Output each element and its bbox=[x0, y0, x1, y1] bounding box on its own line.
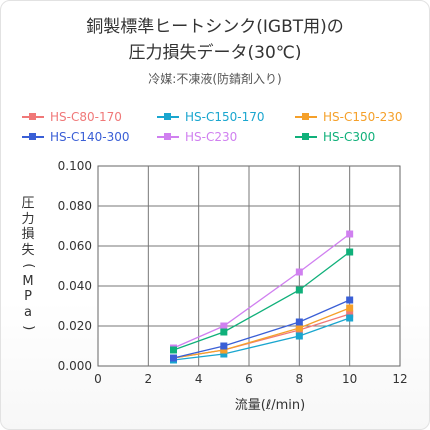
data-point bbox=[220, 328, 228, 336]
data-point bbox=[346, 248, 354, 256]
y-tick-label: 0.100 bbox=[58, 159, 92, 173]
y-tick-label: 0.020 bbox=[58, 319, 92, 333]
y-axis-label-char: 失 bbox=[21, 242, 35, 258]
legend-swatch bbox=[22, 133, 44, 140]
data-point bbox=[220, 322, 228, 330]
x-tick-label: 12 bbox=[392, 372, 407, 386]
data-point bbox=[220, 342, 228, 350]
y-axis-label-char: P bbox=[24, 289, 32, 304]
data-point bbox=[346, 314, 354, 322]
x-axis-label: 流量(ℓ/min) bbox=[234, 398, 306, 413]
data-point bbox=[295, 332, 303, 340]
x-tick-label: 4 bbox=[195, 372, 203, 386]
x-tick-label: 2 bbox=[145, 372, 153, 386]
data-point bbox=[220, 350, 228, 358]
series-line-2 bbox=[173, 317, 350, 361]
x-tick-label: 6 bbox=[245, 372, 253, 386]
legend-swatch bbox=[295, 113, 317, 120]
data-point bbox=[346, 230, 354, 238]
data-point bbox=[346, 296, 354, 304]
x-tick-label: 8 bbox=[296, 372, 304, 386]
legend-label: HS-C80-170 bbox=[50, 110, 122, 124]
chart-subtitle: 冷媒:不凍液(防錆剤入り) bbox=[148, 72, 282, 86]
legend-swatch bbox=[22, 113, 44, 120]
y-axis-label-char: M bbox=[22, 273, 34, 289]
legend-label: HS-C150-230 bbox=[323, 110, 403, 124]
y-axis-label-char: 力 bbox=[21, 211, 35, 227]
x-tick-label: 0 bbox=[94, 372, 102, 386]
y-axis-label-char: 損 bbox=[21, 227, 35, 242]
series-line-4 bbox=[173, 299, 350, 359]
data-point bbox=[170, 354, 177, 362]
series-line-5 bbox=[173, 233, 351, 349]
data-point bbox=[346, 304, 354, 312]
y-tick-label: 0.060 bbox=[58, 239, 92, 253]
data-point bbox=[170, 346, 177, 354]
legend-swatch bbox=[157, 133, 179, 140]
legend-label: HS-C150-170 bbox=[185, 110, 265, 124]
legend-label: HS-C300 bbox=[323, 130, 376, 144]
y-tick-label: 0.000 bbox=[58, 359, 92, 373]
data-point bbox=[295, 324, 303, 332]
x-tick-label: 10 bbox=[342, 372, 357, 386]
data-point bbox=[295, 268, 303, 276]
series-line-3 bbox=[173, 307, 350, 359]
legend-label: HS-C230 bbox=[185, 130, 238, 144]
y-axis-label-char: a bbox=[24, 304, 32, 320]
chart-title-line2: 圧力損失データ(30℃) bbox=[128, 43, 302, 63]
y-tick-label: 0.080 bbox=[58, 199, 92, 213]
chart-title-line1: 銅製標準ヒートシンク(IGBT用)の bbox=[86, 17, 344, 37]
data-point bbox=[295, 318, 303, 326]
y-axis-label-char: 圧 bbox=[21, 196, 35, 211]
legend-swatch bbox=[157, 113, 179, 120]
legend-swatch bbox=[295, 133, 317, 140]
data-point bbox=[346, 310, 354, 318]
data-point bbox=[220, 346, 228, 354]
legend-label: HS-C140-300 bbox=[50, 130, 130, 144]
y-tick-label: 0.040 bbox=[58, 279, 92, 293]
series-line-6 bbox=[173, 251, 351, 351]
data-point bbox=[295, 286, 303, 294]
